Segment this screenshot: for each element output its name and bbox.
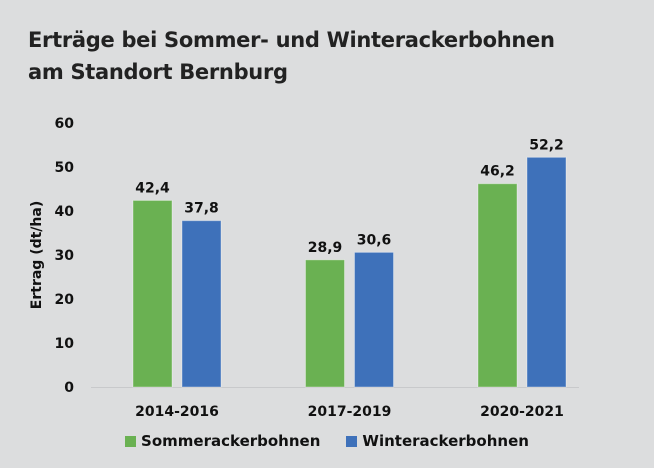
bar-sommerackerbohnen-2020-2021 bbox=[477, 183, 518, 388]
y-tick-label: 50 bbox=[55, 160, 75, 176]
data-label: 30,6 bbox=[357, 232, 392, 248]
data-label: 52,2 bbox=[529, 137, 564, 153]
bar-winterackerbohnen-2017-2019 bbox=[354, 251, 394, 388]
data-label: 37,8 bbox=[184, 201, 219, 217]
y-tick-label: 30 bbox=[55, 248, 75, 264]
chart-title-line-2: am Standort Bernburg bbox=[28, 60, 288, 84]
chart-title: Erträge bei Sommer- und Winterackerbohne… bbox=[28, 24, 555, 88]
data-label: 28,9 bbox=[308, 240, 343, 256]
legend-label: Winterackerbohnen bbox=[362, 432, 529, 450]
legend-swatch-blue bbox=[346, 435, 358, 447]
x-tick-label: 2014-2016 bbox=[135, 404, 219, 420]
y-tick-label: 10 bbox=[55, 336, 75, 352]
y-tick-label: 20 bbox=[55, 292, 75, 308]
legend-swatch-green bbox=[125, 435, 137, 447]
y-tick-label: 40 bbox=[55, 204, 75, 220]
y-axis-label: Ertrag (dt/ha) bbox=[29, 201, 45, 309]
x-tick-label: 2020-2021 bbox=[480, 404, 564, 420]
y-tick-label: 0 bbox=[64, 380, 74, 396]
bar-sommerackerbohnen-2014-2016 bbox=[132, 199, 173, 388]
bar-sommerackerbohnen-2017-2019 bbox=[305, 259, 345, 388]
chart-title-line-1: Erträge bei Sommer- und Winterackerbohne… bbox=[28, 28, 555, 52]
legend: Sommerackerbohnen Winterackerbohnen bbox=[0, 432, 654, 450]
legend-label: Sommerackerbohnen bbox=[141, 432, 321, 450]
y-tick-label: 60 bbox=[55, 116, 75, 132]
data-label: 42,4 bbox=[135, 180, 170, 196]
bar-winterackerbohnen-2020-2021 bbox=[526, 156, 567, 388]
legend-item-sommerackerbohnen: Sommerackerbohnen bbox=[125, 432, 320, 450]
bar-winterackerbohnen-2014-2016 bbox=[181, 220, 222, 388]
data-label: 46,2 bbox=[480, 164, 515, 180]
x-tick-label: 2017-2019 bbox=[308, 404, 392, 420]
legend-item-winterackerbohnen: Winterackerbohnen bbox=[346, 432, 529, 450]
